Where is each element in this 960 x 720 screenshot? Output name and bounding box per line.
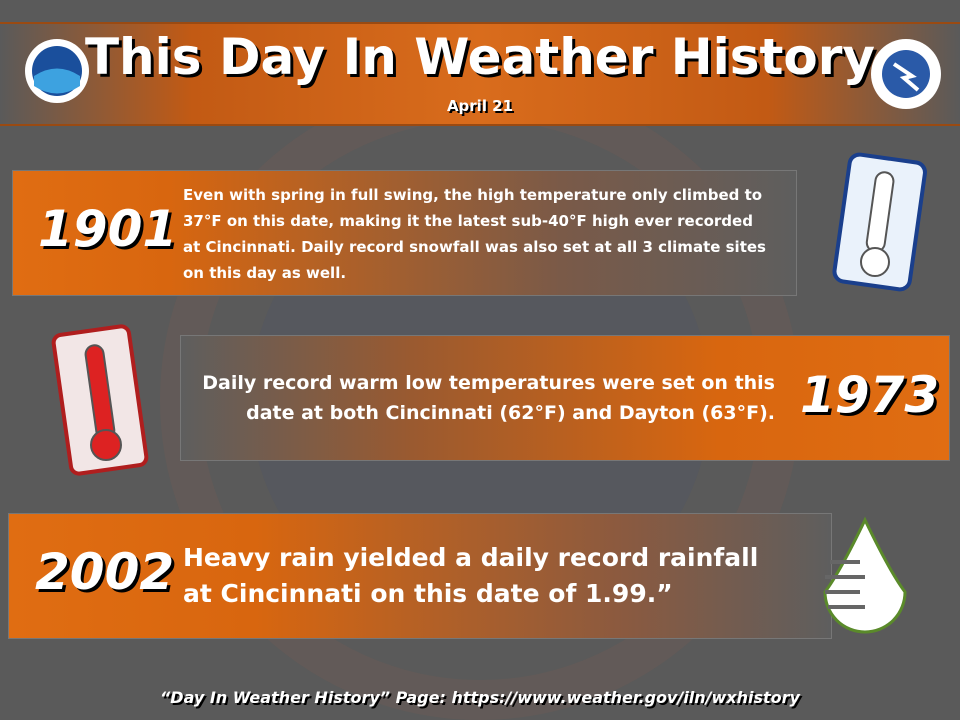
footer: “Day In Weather History” Page: https://w… <box>160 688 800 707</box>
event-year: 1973 <box>800 366 940 424</box>
noaa-logo <box>25 39 89 103</box>
title: This Day In Weather History <box>84 28 876 86</box>
event-panel <box>180 335 950 461</box>
raindrop-icon <box>823 516 907 634</box>
date: April 21 <box>446 97 514 115</box>
nws-logo <box>871 39 941 109</box>
event-text: Even with spring in full swing, the high… <box>183 186 766 282</box>
event-year: 1901 <box>38 200 178 258</box>
header-band <box>0 22 960 126</box>
event-year: 2002 <box>35 543 175 601</box>
cold-thermometer-icon <box>832 152 927 292</box>
event-panel <box>12 170 797 296</box>
event-text: Heavy rain yielded a daily record rainfa… <box>183 543 759 608</box>
warm-thermometer-icon <box>51 324 149 476</box>
event-text: Daily record warm low temperatures were … <box>202 372 775 424</box>
